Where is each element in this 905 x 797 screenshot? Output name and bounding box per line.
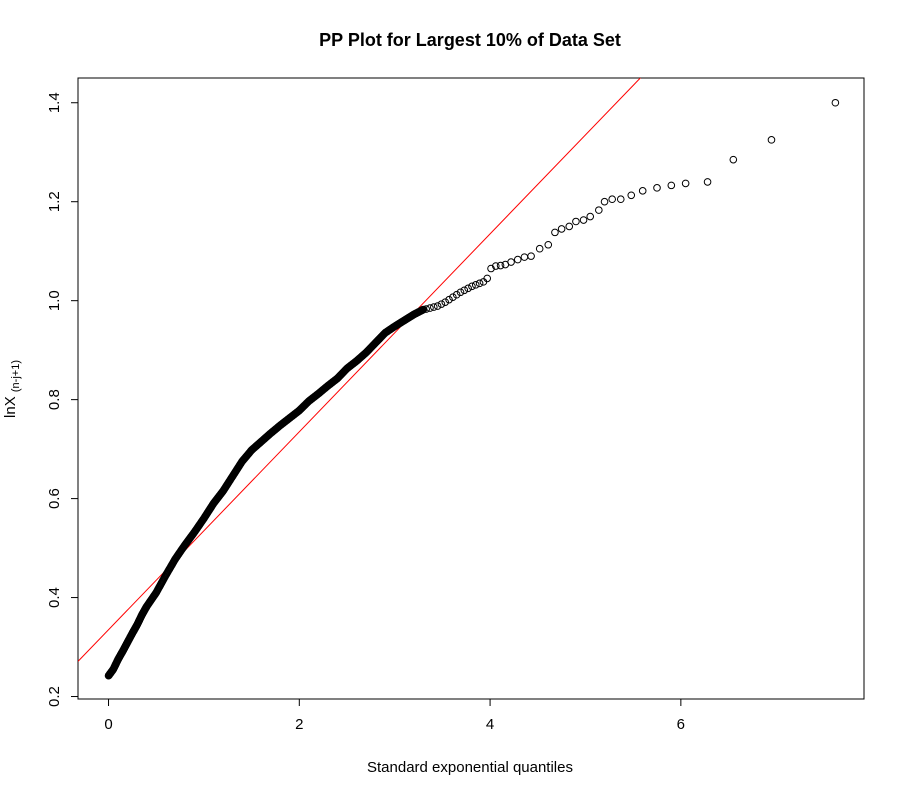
x-tick-label: 6 bbox=[677, 716, 685, 733]
data-point bbox=[507, 258, 515, 266]
data-point bbox=[586, 212, 595, 221]
data-point bbox=[527, 252, 535, 260]
data-point bbox=[452, 290, 461, 299]
data-point bbox=[471, 281, 480, 289]
reference-line bbox=[78, 78, 642, 662]
data-point bbox=[492, 262, 500, 270]
data-point bbox=[557, 225, 566, 233]
y-tick-label: 0.8 bbox=[46, 389, 63, 410]
data-point bbox=[441, 298, 450, 306]
data-point bbox=[608, 195, 616, 204]
data-point bbox=[638, 187, 647, 195]
data-point bbox=[487, 264, 495, 273]
data-point bbox=[595, 206, 603, 214]
data-point bbox=[544, 240, 553, 249]
data-point bbox=[445, 295, 453, 304]
data-point bbox=[468, 282, 476, 291]
data-point bbox=[483, 274, 492, 283]
data-point bbox=[496, 261, 505, 270]
data-point bbox=[456, 288, 465, 297]
y-tick-label: 1.4 bbox=[46, 92, 63, 113]
data-point bbox=[475, 279, 484, 288]
y-tick-label: 1.2 bbox=[46, 191, 63, 212]
data-point bbox=[426, 304, 434, 312]
data-point bbox=[572, 217, 580, 226]
y-tick-label: 0.2 bbox=[46, 686, 63, 707]
data-point bbox=[729, 155, 738, 164]
y-tick-label: 0.6 bbox=[46, 488, 63, 509]
data-point bbox=[667, 181, 676, 190]
data-point bbox=[422, 305, 430, 313]
data-point bbox=[767, 136, 776, 144]
x-axis: 0 2 4 6 bbox=[104, 698, 685, 733]
y-axis-label-main: lnX bbox=[2, 396, 19, 418]
y-axis-label-subscript: (n-j+1) bbox=[10, 360, 22, 392]
data-point bbox=[565, 222, 574, 231]
data-point bbox=[520, 253, 529, 261]
data-point bbox=[551, 228, 559, 237]
reference-line-layer bbox=[78, 78, 642, 662]
data-point bbox=[616, 195, 625, 204]
x-axis-label: Standard exponential quantiles bbox=[367, 759, 573, 776]
y-axis: 0.2 0.4 0.6 0.8 1.0 1.2 1.4 bbox=[46, 92, 79, 707]
data-point bbox=[681, 179, 690, 188]
chart-title: PP Plot for Largest 10% of Data Set bbox=[319, 30, 621, 50]
data-point bbox=[433, 302, 442, 310]
data-points-layer bbox=[104, 98, 840, 680]
data-point bbox=[429, 303, 438, 311]
data-point bbox=[460, 286, 469, 295]
data-point bbox=[579, 216, 588, 224]
data-point bbox=[535, 244, 544, 253]
y-tick-label: 1.0 bbox=[46, 290, 63, 311]
data-point bbox=[464, 284, 472, 293]
data-point bbox=[449, 293, 457, 302]
x-tick-label: 4 bbox=[486, 716, 494, 733]
data-point bbox=[513, 255, 522, 264]
y-axis-label: lnX (n-j+1) bbox=[2, 360, 22, 418]
data-point bbox=[831, 98, 840, 107]
x-tick-label: 0 bbox=[104, 716, 112, 733]
data-point bbox=[600, 197, 609, 206]
x-tick-label: 2 bbox=[295, 716, 303, 733]
data-point bbox=[437, 300, 446, 308]
plot-frame bbox=[77, 77, 865, 700]
data-point bbox=[653, 184, 661, 192]
data-point bbox=[703, 178, 712, 186]
y-tick-label: 0.4 bbox=[46, 587, 63, 608]
data-point bbox=[627, 191, 636, 200]
